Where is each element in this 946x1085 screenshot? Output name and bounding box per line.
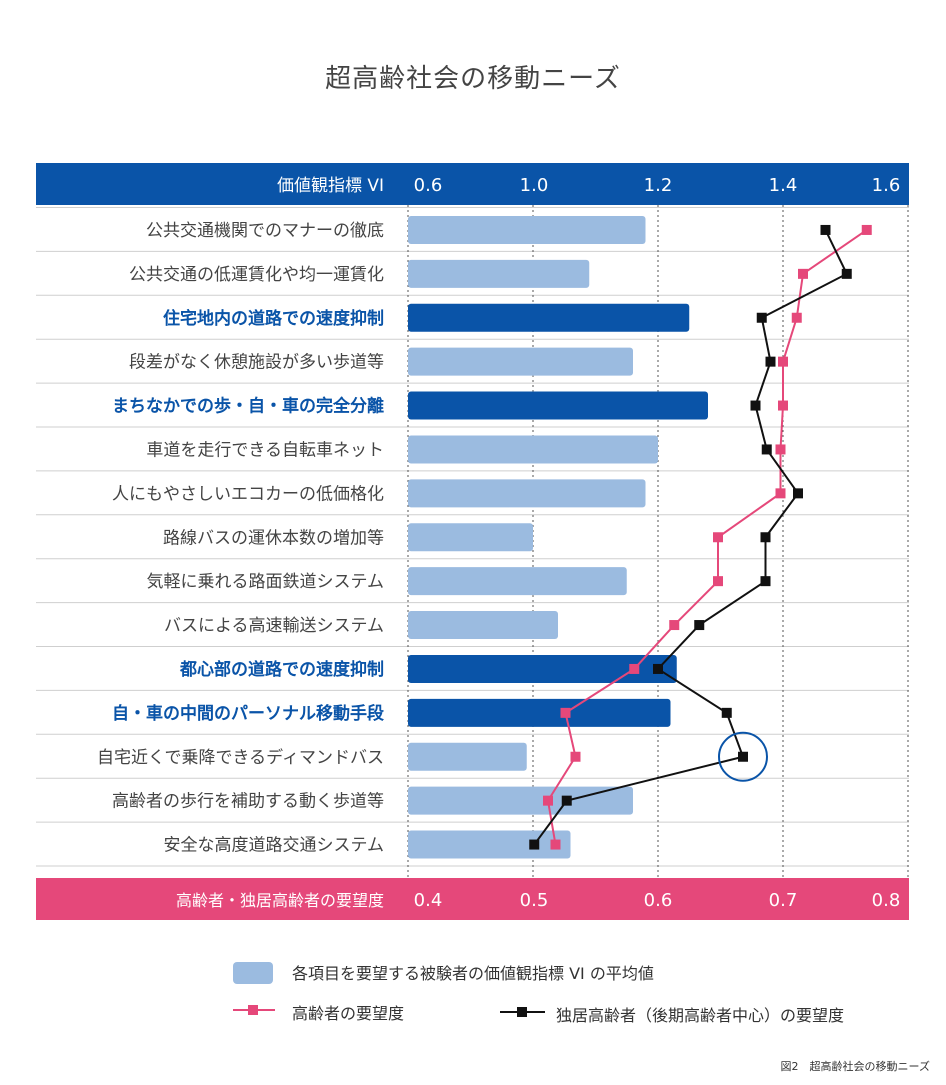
bottom-axis-band [36, 878, 909, 920]
series-marker-elderly [775, 488, 786, 499]
series-marker-elderly [550, 839, 561, 850]
series-marker-living-alone [760, 532, 771, 543]
series-marker-elderly [713, 532, 723, 543]
series-marker-living-alone [750, 400, 761, 411]
top-axis-tick: 1.4 [769, 175, 798, 196]
series-marker-living-alone [761, 444, 772, 455]
bar [408, 567, 627, 596]
top-axis-tick: 1.6 [872, 175, 901, 196]
top-axis-tick: 1.0 [520, 175, 549, 196]
series-marker-living-alone [820, 224, 831, 235]
series-marker-living-alone [738, 751, 748, 762]
category-label: まちなかでの歩・自・車の完全分離 [112, 396, 384, 417]
top-axis-tick: 1.2 [644, 175, 673, 196]
bar [408, 391, 708, 420]
category-label: 人にもやさしいエコカーの低価格化 [112, 484, 384, 504]
bar [408, 479, 646, 508]
series-marker-elderly [791, 312, 802, 323]
category-label: 路線バスの運休本数の増加等 [163, 528, 384, 548]
category-label: 公共交通機関でのマナーの徹底 [146, 221, 384, 241]
series-marker-living-alone [653, 663, 663, 674]
bar [408, 215, 646, 244]
series-marker-elderly [778, 400, 788, 411]
legend-bar-swatch [233, 962, 273, 984]
series-marker-elderly [861, 224, 872, 235]
bar [408, 698, 671, 727]
series-marker-elderly [669, 620, 680, 631]
top-axis-label: 価値観指標 VI [277, 176, 384, 196]
legend-pink-label: 高齢者の要望度 [292, 1004, 405, 1023]
bottom-axis-tick: 0.8 [872, 890, 901, 911]
series-marker-living-alone [694, 620, 705, 631]
category-label: 都心部の道路での速度抑制 [179, 659, 384, 680]
category-label: バスによる高速輸送システム [164, 616, 384, 636]
series-marker-elderly [543, 795, 553, 806]
series-marker-elderly [775, 444, 786, 455]
category-label: 気軽に乗れる路面鉄道システム [147, 572, 385, 592]
top-axis-tick: 0.6 [414, 175, 443, 196]
legend-pink-marker [248, 1005, 258, 1015]
series-marker-elderly [560, 707, 571, 718]
series-marker-living-alone [841, 268, 852, 279]
category-label: 公共交通の低運賃化や均一運賃化 [129, 265, 384, 285]
legend-bar-label: 各項目を要望する被験者の価値観指標 VI の平均値 [292, 964, 654, 983]
series-marker-living-alone [721, 707, 732, 718]
series-marker-living-alone [765, 356, 776, 367]
bar [408, 830, 571, 859]
bottom-axis-tick: 0.5 [520, 890, 549, 911]
bar [408, 303, 690, 332]
category-label: 住宅地内の道路での速度抑制 [163, 308, 384, 329]
series-marker-elderly [798, 268, 808, 279]
bar [408, 611, 558, 640]
bar [408, 654, 677, 683]
top-axis-band [36, 163, 909, 205]
bottom-axis-tick: 0.6 [644, 890, 673, 911]
bar [408, 259, 590, 288]
figure-caption: 図2 超高齢社会の移動ニーズ [780, 1060, 930, 1073]
series-marker-elderly [778, 356, 788, 367]
bar [408, 435, 658, 464]
series-marker-elderly [570, 751, 581, 762]
series-marker-living-alone [793, 488, 803, 499]
series-marker-living-alone [756, 312, 767, 323]
category-label: 段差がなく休憩施設が多い歩道等 [129, 353, 384, 373]
series-marker-living-alone [561, 795, 572, 806]
bottom-axis-tick: 0.7 [769, 890, 798, 911]
bar [408, 786, 633, 815]
bottom-axis-tick: 0.4 [414, 890, 443, 911]
series-marker-living-alone [529, 839, 540, 850]
bar [408, 347, 633, 376]
category-label: 自宅近くで乗降できるディマンドバス [97, 747, 384, 768]
bar [408, 742, 527, 771]
category-label: 安全な高度道路交通システム [164, 836, 385, 856]
series-marker-living-alone [760, 576, 771, 587]
bottom-axis-label: 高齢者・独居高齢者の要望度 [176, 891, 384, 910]
bar [408, 523, 533, 552]
legend-black-marker [517, 1007, 527, 1017]
category-label: 高齢者の歩行を補助する動く歩道等 [112, 792, 384, 812]
highlight-circle [718, 731, 768, 782]
category-label: 自・車の中間のパーソナル移動手段 [112, 703, 384, 724]
legend-black-label: 独居高齢者（後期高齢者中心）の要望度 [556, 1006, 845, 1025]
series-marker-elderly [629, 663, 640, 674]
series-marker-elderly [713, 576, 723, 587]
chart-title: 超高齢社会の移動ニーズ [325, 64, 621, 94]
category-label: 車道を走行できる自転車ネット [146, 440, 384, 460]
